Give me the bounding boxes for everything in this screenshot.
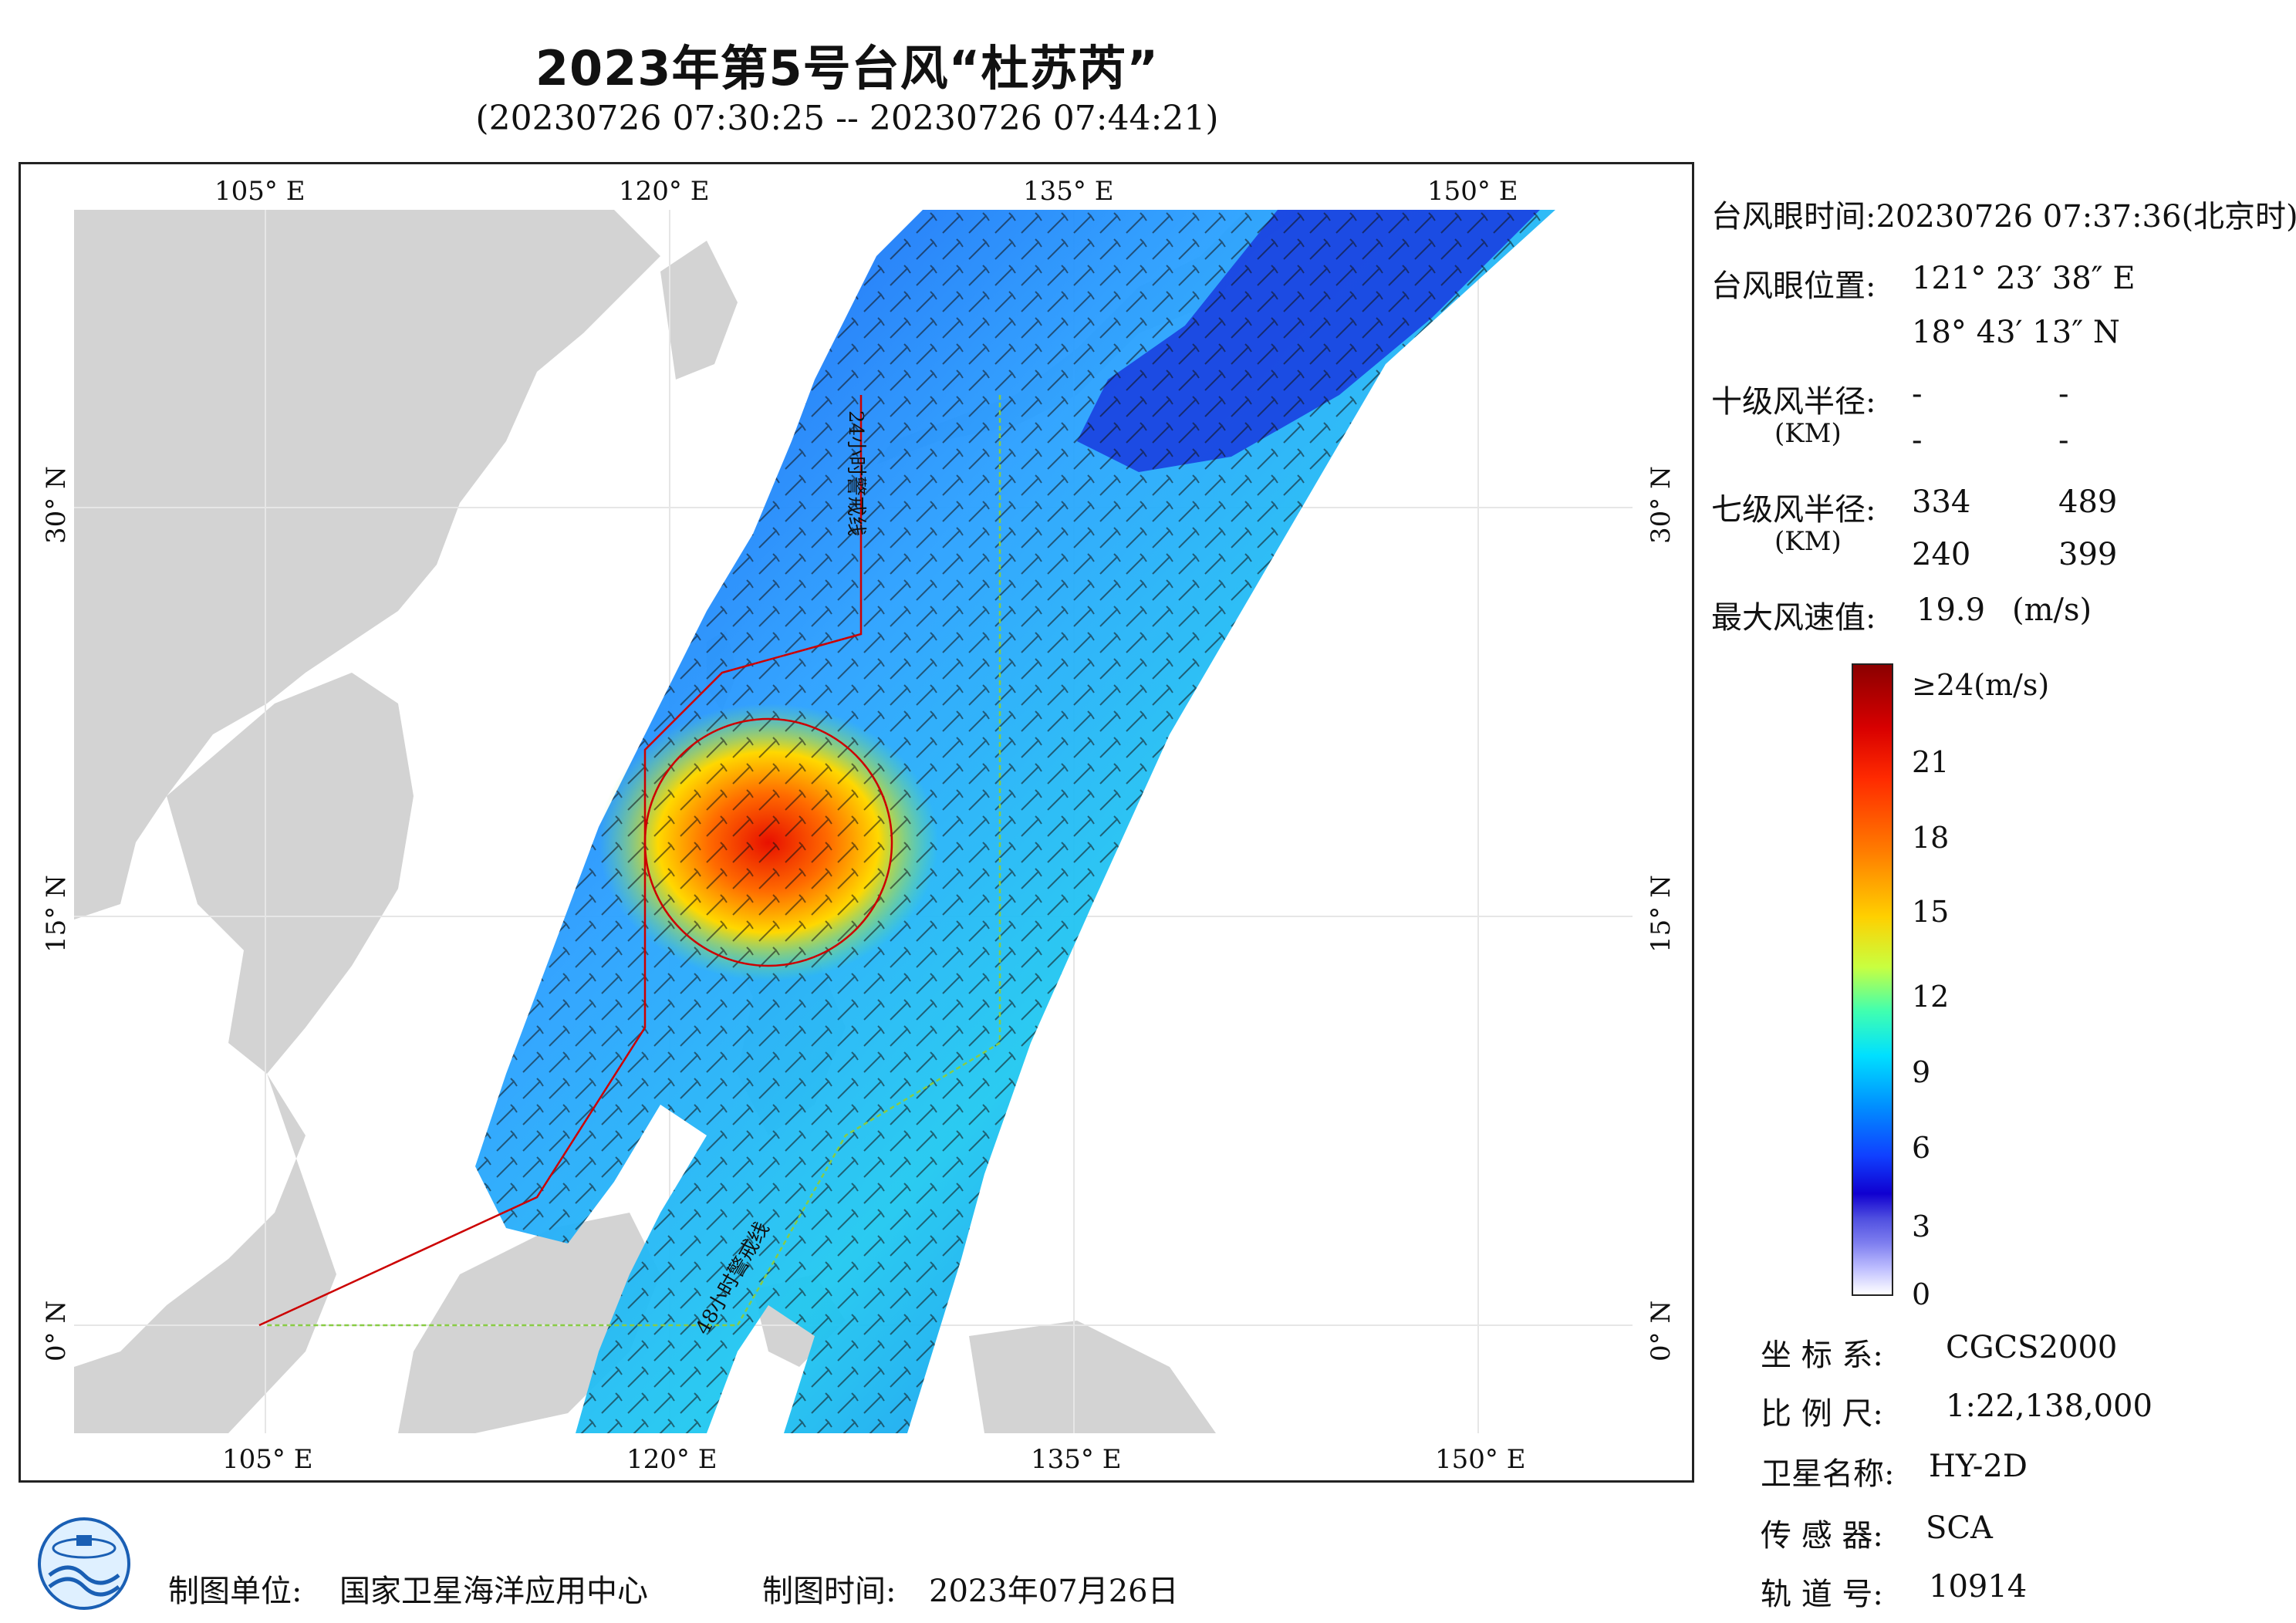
- satellite-label: 卫星名称:: [1761, 1456, 1895, 1492]
- eye-time-value: 20230726 07:37:36(北京时): [1876, 199, 2296, 235]
- producer-label: 制图单位:: [168, 1574, 302, 1609]
- colorbar-label-24: ≥24(m/s): [1912, 668, 2050, 702]
- wind-speed-colorbar: [1852, 663, 1893, 1296]
- crs-label: 坐 标 系:: [1761, 1338, 1883, 1373]
- lat-tick-right-30: 30° N: [1646, 466, 1676, 544]
- r10-label: 十级风半径:: [1711, 384, 1876, 420]
- r7-label: 七级风半径:: [1711, 492, 1876, 528]
- warning-line-24h: [258, 395, 893, 1327]
- r10-sw: -: [1912, 423, 1923, 458]
- r7-unit: (KM): [1774, 526, 1842, 557]
- max-wind-value: 19.9: [1916, 592, 1986, 628]
- orbit-label: 轨 道 号:: [1761, 1577, 1883, 1612]
- eye-pos-label: 台风眼位置:: [1711, 268, 1876, 304]
- scale-label: 比 例 尺:: [1761, 1396, 1883, 1432]
- max-wind-label: 最大风速值:: [1711, 600, 1876, 636]
- time-range: (20230726 07:30:25 -- 20230726 07:44:21): [475, 99, 1219, 138]
- eye-time-label: 台风眼时间:: [1711, 199, 1876, 235]
- r7-sw: 240: [1912, 537, 1971, 572]
- lon-tick-top-120: 120° E: [619, 176, 710, 207]
- nsoas-logo: [38, 1517, 130, 1610]
- lon-tick-top-150: 150° E: [1427, 176, 1518, 207]
- warning-line-48h: [265, 395, 1001, 1327]
- crs-value: CGCS2000: [1946, 1330, 2118, 1365]
- satellite-value: HY-2D: [1929, 1449, 2028, 1484]
- r10-ne: -: [1912, 376, 1923, 412]
- wind-barbs: [475, 210, 1555, 1433]
- max-wind-unit: (m/s): [2012, 592, 2092, 628]
- scale-value: 1:22,138,000: [1946, 1388, 2152, 1424]
- colorbar-label-6: 6: [1912, 1131, 1931, 1165]
- r10-nw: -: [2058, 423, 2069, 458]
- lon-tick-bottom-105: 105° E: [222, 1444, 313, 1475]
- colorbar-label-0: 0: [1912, 1277, 1931, 1311]
- lon-tick-bottom-120: 120° E: [626, 1444, 718, 1475]
- eye-lon: 121° 23′ 38″ E: [1912, 261, 2136, 296]
- production-date-value: 2023年07月26日: [929, 1574, 1179, 1609]
- lat-tick-left-0: 0° N: [41, 1300, 72, 1361]
- warning-label-24h: 24小时警戒线: [844, 410, 867, 536]
- lat-tick-right-0: 0° N: [1646, 1300, 1676, 1361]
- colorbar-label-21: 21: [1912, 745, 1950, 779]
- wind-map: 24小时警戒线 48小时警戒线: [74, 210, 1633, 1433]
- lat-tick-right-15: 15° N: [1646, 875, 1676, 953]
- sensor-value: SCA: [1926, 1510, 1993, 1546]
- colorbar-label-12: 12: [1912, 980, 1950, 1014]
- r10-unit: (KM): [1774, 418, 1842, 449]
- lon-tick-top-105: 105° E: [214, 176, 306, 207]
- colorbar-label-3: 3: [1912, 1210, 1931, 1243]
- r7-nw: 399: [2058, 537, 2118, 572]
- colorbar-label-18: 18: [1912, 821, 1950, 855]
- lon-tick-bottom-135: 135° E: [1031, 1444, 1122, 1475]
- r7-se: 489: [2058, 484, 2118, 520]
- lat-tick-left-15: 15° N: [41, 875, 72, 953]
- eye-lat: 18° 43′ 13″ N: [1912, 315, 2120, 350]
- lon-tick-top-135: 135° E: [1023, 176, 1114, 207]
- orbit-value: 10914: [1929, 1569, 2028, 1604]
- producer-value: 国家卫星海洋应用中心: [339, 1574, 648, 1609]
- map-title: 2023年第5号台风“杜苏芮”: [535, 40, 1160, 96]
- lon-tick-bottom-150: 150° E: [1435, 1444, 1526, 1475]
- r7-ne: 334: [1912, 484, 1971, 520]
- production-date-label: 制图时间:: [762, 1574, 896, 1609]
- lat-tick-left-30: 30° N: [41, 466, 72, 544]
- map-frame: [19, 162, 1694, 1483]
- r10-se: -: [2058, 376, 2069, 412]
- colorbar-label-15: 15: [1912, 895, 1950, 929]
- sensor-label: 传 感 器:: [1761, 1518, 1883, 1554]
- colorbar-label-9: 9: [1912, 1055, 1931, 1089]
